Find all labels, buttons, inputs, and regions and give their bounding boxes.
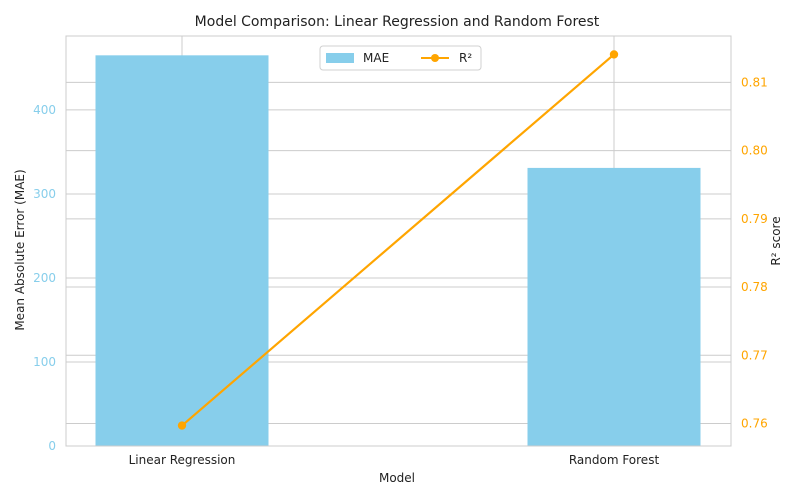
left-tick-label: 200 (33, 271, 56, 285)
line-layer (177, 50, 619, 430)
right-tick-label: 0.81 (741, 75, 768, 89)
axis-layer: 0 100 200 300 400 0.76 0.77 0.78 0.79 0.80 0.81 Lin… (33, 35, 768, 467)
left-tick-label: 100 (33, 355, 56, 369)
r2-point (177, 421, 187, 430)
right-tick-label: 0.78 (741, 280, 768, 294)
right-tick-label: 0.80 (741, 144, 768, 158)
right-tick-label: 0.79 (741, 212, 768, 226)
legend-r2-label: R² (459, 51, 472, 65)
mae-bar (95, 55, 269, 447)
legend-mae-label: MAE (363, 51, 389, 65)
legend: MAE R² (319, 45, 482, 71)
left-tick-label: 0 (48, 439, 56, 453)
x-axis-label: Model (379, 471, 415, 485)
r2-point (609, 50, 619, 59)
right-axis-label: R² score (769, 216, 783, 265)
x-tick-label: Linear Regression (129, 453, 236, 467)
bar-layer (95, 55, 701, 447)
legend-r2-marker (431, 54, 439, 62)
mae-bar (527, 167, 701, 446)
chart-title: Model Comparison: Linear Regression and … (195, 14, 600, 30)
right-tick-label: 0.76 (741, 416, 768, 430)
legend-box (319, 45, 482, 71)
left-axis-label: Mean Absolute Error (MAE) (13, 169, 27, 330)
left-tick-label: 400 (33, 103, 56, 117)
left-tick-label: 300 (33, 187, 56, 201)
legend-mae-swatch (326, 53, 354, 63)
r2-line (181, 53, 615, 427)
x-tick-label: Random Forest (569, 453, 660, 467)
plot-frame (65, 35, 732, 447)
right-tick-label: 0.77 (741, 348, 768, 362)
